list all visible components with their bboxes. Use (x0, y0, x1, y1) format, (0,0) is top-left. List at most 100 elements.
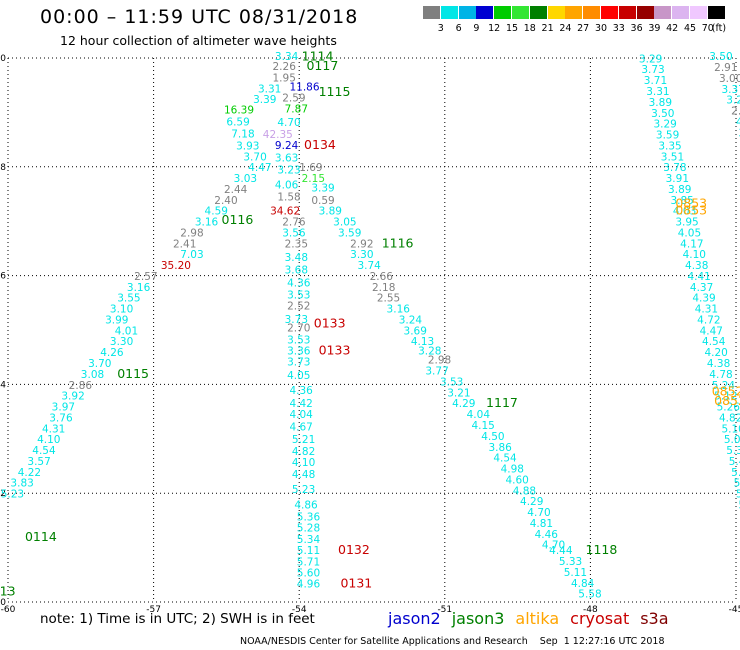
wave-height-label: 4.38 (707, 358, 730, 370)
wave-height-label: 3.23 (277, 164, 300, 176)
wave-height-label: 3.55 (117, 293, 140, 305)
wave-height-label: 2.15 (302, 173, 325, 185)
wave-height-label: 7.03 (180, 249, 203, 261)
legend-s3a: s3a (640, 609, 669, 628)
longitude-label: -48 (583, 605, 598, 615)
pass-time-label: 1118 (586, 542, 618, 557)
wave-height-label: 4.04 (289, 409, 313, 421)
wave-height-label: 3.00 (719, 73, 740, 85)
wave-height-label: 4.42 (289, 398, 312, 410)
wave-height-labels: 3.342.261.9511.863.312.593.397.8716.396.… (1, 51, 740, 600)
wave-height-label: 3.56 (282, 227, 306, 239)
credit-line: NOAA/NESDIS Center for Satellite Applica… (240, 636, 665, 647)
pass-time-label: 0853 (675, 196, 707, 211)
scale-swatch (512, 6, 529, 19)
wave-height-label: 2.18 (372, 282, 395, 294)
wave-height-label: 3.59 (338, 227, 361, 239)
wave-height-label: 11.86 (289, 82, 319, 94)
latitude-label: 22 (0, 489, 6, 499)
footnote: note: 1) Time is in UTC; 2) SWH is in fe… (40, 611, 315, 627)
scale-tick-label: 39 (648, 23, 661, 34)
wave-height-label: 3.31 (258, 83, 281, 95)
wave-height-label: 4.44 (549, 545, 573, 557)
wave-height-label: 3.05 (333, 217, 356, 229)
wave-height-label: 4.54 (493, 453, 517, 465)
wave-height-label: 2.70 (287, 323, 310, 335)
map-grid (7, 57, 737, 603)
scale-swatch (618, 6, 636, 19)
wave-height-label: 4.39 (692, 293, 715, 305)
wave-height-label: 4.26 (100, 347, 124, 359)
wave-height-label: 4.15 (471, 420, 494, 432)
scale-tick-label: 18 (523, 23, 536, 34)
wave-height-label: 2.98 (180, 227, 203, 239)
wave-height-label: 2.92 (350, 238, 373, 250)
wave-height-label: 4.31 (695, 304, 718, 316)
wave-height-label: 3.10 (110, 304, 133, 316)
wave-height-label: 5.60 (297, 567, 320, 579)
longitude-label: -57 (146, 605, 161, 615)
pass-time-label: 1115 (319, 84, 351, 99)
scale-swatch (565, 6, 583, 19)
wave-height-label: 2.86 (69, 380, 93, 392)
wave-height-label: 2.91 (714, 62, 737, 74)
legend-jason3: jason3 (451, 609, 505, 628)
wave-height-label: 3.85 (670, 195, 693, 207)
wave-height-label: 5.32 (734, 478, 740, 490)
wave-height-label: 3.29 (653, 119, 676, 131)
pass-time-label: 1114 (302, 49, 334, 64)
pass-time-label: 0117 (306, 58, 338, 73)
wave-height-label: 2.26 (273, 61, 297, 73)
scale-tick-label: 12 (488, 23, 501, 34)
pass-time-label: 0132 (338, 542, 370, 557)
wave-height-label: 5.26 (717, 402, 740, 414)
legend-jason2: jason2 (388, 609, 441, 628)
wave-height-label: 4.29 (520, 496, 543, 508)
scale-swatch (672, 6, 690, 19)
wave-height-label: 3.71 (644, 75, 667, 87)
scale-swatch (601, 6, 618, 19)
pass-time-label: 0134 (304, 137, 336, 152)
scale-unit: (ft) (711, 23, 727, 34)
wave-height-label: 3.97 (52, 402, 75, 414)
wave-height-label: 3.78 (663, 162, 686, 174)
scale-swatch (458, 6, 476, 19)
wave-height-label: 4.41 (687, 271, 710, 283)
wave-height-label: 4.67 (289, 422, 312, 434)
scale-tick-label: 36 (630, 23, 643, 34)
wave-height-label: 3.28 (418, 345, 441, 357)
wave-height-label: 3.39 (253, 94, 276, 106)
pass-time-label: 0116 (222, 212, 254, 227)
scale-tick-label: 30 (594, 23, 608, 34)
wave-height-label: 3.16 (195, 217, 219, 229)
scale-tick-label: 9 (473, 23, 480, 34)
wave-height-label: 3.69 (404, 325, 427, 337)
scale-swatch (494, 6, 512, 19)
wave-height-label: 4.22 (18, 467, 41, 479)
wave-height-label: 5.12 (714, 391, 737, 403)
wave-height-label: 3.59 (656, 130, 679, 142)
wave-height-label: 3.77 (425, 366, 448, 378)
wave-height-label: 4.78 (709, 369, 732, 381)
wave-height-label: 5.34 (297, 534, 321, 546)
wave-height-label: 4.04 (467, 409, 491, 421)
longitude-label: -45 (729, 605, 740, 615)
wave-height-label: 4.72 (697, 314, 720, 326)
wave-height-label: 3.30 (350, 249, 373, 261)
wave-height-label: 4.54 (32, 445, 56, 457)
wave-height-label: 2.57 (134, 271, 157, 283)
wave-height-label: 3.24 (399, 314, 423, 326)
scale-tick-label: 21 (541, 23, 554, 34)
wave-height-label: 4.60 (505, 474, 528, 486)
wave-height-label: 1.95 (273, 72, 296, 84)
wave-height-label: 3.20 (726, 95, 740, 107)
scale-tick-label: 27 (577, 23, 590, 34)
wave-height-label: 4.20 (704, 347, 727, 359)
wave-height-label: 3.95 (675, 217, 698, 229)
wave-height-label: 5.28 (297, 522, 320, 534)
wave-height-label: 1.69 (299, 162, 322, 174)
wave-height-label: 2.52 (287, 300, 310, 312)
wave-height-label: 5.33 (726, 445, 740, 457)
wave-height-label: 9.24 (275, 140, 299, 152)
